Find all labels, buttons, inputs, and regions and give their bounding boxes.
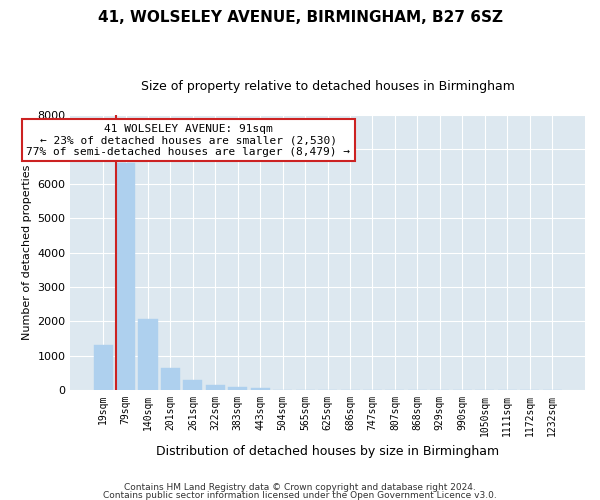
Bar bbox=[161, 368, 180, 390]
Text: 41 WOLSELEY AVENUE: 91sqm
← 23% of detached houses are smaller (2,530)
77% of se: 41 WOLSELEY AVENUE: 91sqm ← 23% of detac… bbox=[26, 124, 350, 157]
X-axis label: Distribution of detached houses by size in Birmingham: Distribution of detached houses by size … bbox=[156, 444, 499, 458]
Y-axis label: Number of detached properties: Number of detached properties bbox=[22, 165, 32, 340]
Bar bbox=[116, 163, 135, 390]
Text: 41, WOLSELEY AVENUE, BIRMINGHAM, B27 6SZ: 41, WOLSELEY AVENUE, BIRMINGHAM, B27 6SZ bbox=[97, 10, 503, 25]
Text: Contains HM Land Registry data © Crown copyright and database right 2024.: Contains HM Land Registry data © Crown c… bbox=[124, 484, 476, 492]
Bar bbox=[94, 346, 113, 390]
Bar bbox=[251, 388, 270, 390]
Bar bbox=[139, 318, 158, 390]
Bar bbox=[206, 385, 225, 390]
Title: Size of property relative to detached houses in Birmingham: Size of property relative to detached ho… bbox=[140, 80, 515, 93]
Bar bbox=[184, 380, 202, 390]
Text: Contains public sector information licensed under the Open Government Licence v3: Contains public sector information licen… bbox=[103, 491, 497, 500]
Bar bbox=[228, 388, 247, 390]
